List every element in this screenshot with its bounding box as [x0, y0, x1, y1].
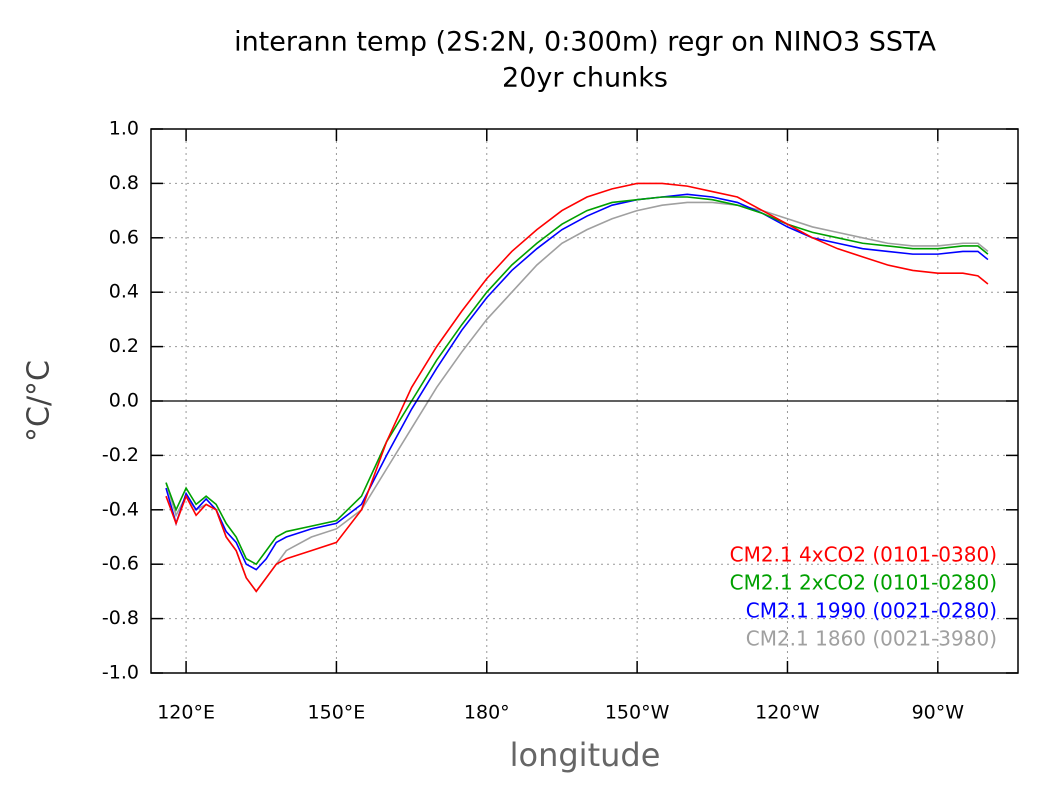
x-tick-label: 180°: [464, 702, 510, 724]
y-tick-label: -0.6: [102, 553, 139, 575]
y-tick-label: 0.2: [109, 335, 139, 357]
y-tick-label: 0.4: [109, 281, 139, 303]
x-tick-label: 120°E: [157, 702, 215, 724]
legend-label: CM2.1 2xCO2 (0101-0280): [730, 571, 997, 595]
legend-label: CM2.1 1860 (0021-3980): [746, 627, 997, 651]
x-tick-label: 120°W: [755, 702, 820, 724]
x-tick-label: 90°W: [912, 702, 965, 724]
y-tick-label: 0.6: [109, 226, 139, 248]
x-axis-label: longitude: [510, 736, 661, 774]
x-tick-label: 150°E: [308, 702, 366, 724]
series-line: [165, 182, 989, 593]
x-tick-label: 150°W: [605, 702, 670, 724]
chart-title: interann temp (2S:2N, 0:300m) regr on NI…: [234, 27, 936, 58]
legend-label: CM2.1 4xCO2 (0101-0380): [730, 543, 997, 567]
y-tick-label: 0.0: [109, 390, 139, 412]
chart-subtitle: 20yr chunks: [502, 63, 668, 94]
series-line: [165, 196, 989, 566]
series-line: [165, 201, 989, 593]
y-axis-label: °C/°C: [22, 360, 57, 442]
series-line: [165, 193, 989, 571]
lines: [165, 182, 989, 593]
y-tick-label: -0.8: [102, 607, 139, 629]
legend-label: CM2.1 1990 (0021-0280): [746, 599, 997, 623]
plot-frame: [150, 128, 1019, 674]
y-tick-label: -0.4: [102, 498, 139, 520]
y-tick-label: 1.0: [109, 118, 139, 140]
y-tick-label: 0.8: [109, 172, 139, 194]
axes: -1.0 -0.8 -0.6 -0.4 -0.2 0.0 0.2 0.4 0.6 0.8 1.0 12…: [102, 118, 1019, 724]
y-tick-label: -1.0: [102, 662, 139, 684]
y-tick-label: -0.2: [102, 444, 139, 466]
